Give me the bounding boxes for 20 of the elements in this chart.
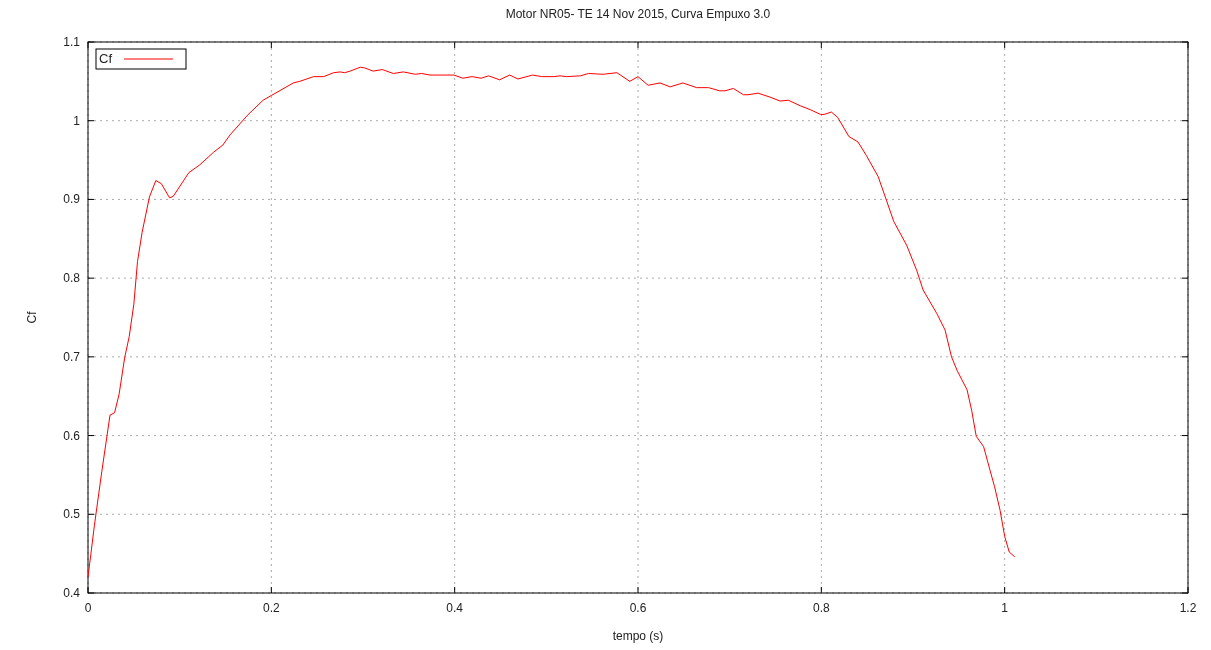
x-tick-label: 1 bbox=[1001, 601, 1009, 615]
x-tick-label: 1.2 bbox=[1179, 601, 1197, 615]
y-tick-label: 0.9 bbox=[63, 192, 81, 207]
y-tick-label: 0.7 bbox=[63, 349, 81, 364]
y-axis-title: Cf bbox=[25, 310, 39, 324]
line-series bbox=[87, 66, 1016, 578]
y-tick-label: 0.5 bbox=[63, 507, 81, 522]
y-tick-label: 0.4 bbox=[63, 586, 81, 600]
y-tick-label: 0.8 bbox=[63, 271, 81, 286]
legend-label: Cf bbox=[99, 51, 113, 66]
x-tick-label: 0 bbox=[84, 601, 92, 615]
x-tick-label: 0.8 bbox=[812, 601, 830, 615]
x-tick-label: 0.4 bbox=[446, 601, 464, 615]
x-tick-label: 0.2 bbox=[262, 601, 280, 615]
x-tick-label: 0.6 bbox=[629, 601, 647, 615]
chart-title: Motor NR05- TE 14 Nov 2015, Curva Empuxo 3.0 bbox=[505, 7, 771, 21]
x-axis-title: tempo (s) bbox=[612, 629, 664, 643]
y-tick-label: 1 bbox=[73, 113, 81, 128]
y-tick-label: 1.1 bbox=[63, 35, 81, 49]
y-tick-label: 0.6 bbox=[63, 428, 81, 443]
